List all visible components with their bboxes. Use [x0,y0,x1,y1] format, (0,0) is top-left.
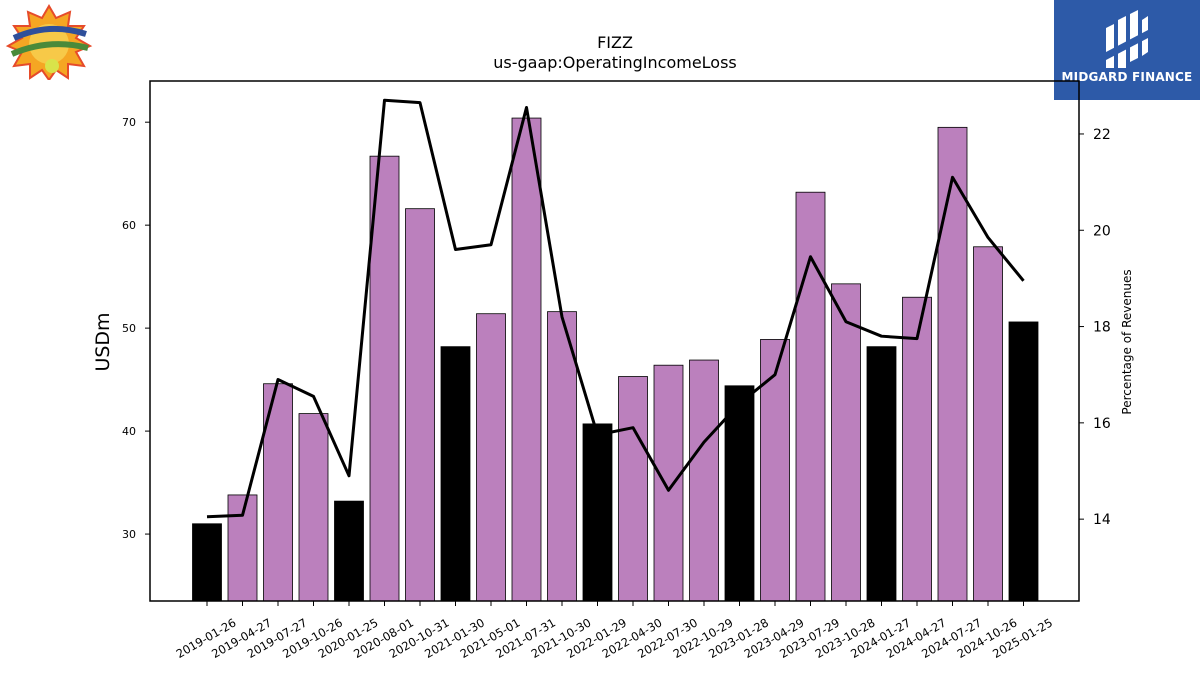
bar-2023-01-28 [724,385,755,602]
y2-tick-label: 18 [1093,320,1111,336]
bar-2024-01-27 [866,346,897,602]
bar-2019-10-26 [298,413,329,602]
y-tick-label: 60 [122,219,136,232]
plot-frame [149,80,1080,602]
y-tick-label: 70 [122,116,136,129]
y-tick-label: 50 [122,322,136,335]
chart-title: FIZZ [597,33,633,52]
y2-axis-label: Percentage of Revenues [1120,269,1134,414]
bar-2024-07-27 [937,126,968,602]
bar-2023-10-28 [831,283,861,602]
bar-2020-10-31 [405,208,435,602]
national-beverage-logo [4,4,94,82]
y-tick-label: 30 [122,528,136,541]
y2-tick-label: 20 [1093,223,1111,239]
bar-2021-05-01 [476,313,506,602]
y-tick-label: 40 [122,425,136,438]
midgard-finance-text: MIDGARD FINANCE [1061,70,1193,84]
bar-2020-08-01 [369,155,400,602]
bar-2022-04-30 [618,376,648,602]
bar-2025-01-25 [1008,321,1039,602]
bar-2019-01-26 [192,523,222,602]
y2-tick-label: 16 [1093,416,1111,432]
bar-2023-07-29 [795,191,826,602]
bar-2022-10-29 [689,359,719,602]
y-axis-label: USDm [92,312,114,371]
bar-2023-04-29 [760,339,790,602]
midgard-finance-logo: MIDGARD FINANCE [1054,0,1200,100]
bar-2024-04-27 [902,296,932,602]
y2-tick-label: 14 [1093,512,1111,528]
bar-2022-07-30 [653,364,684,602]
bar-2024-10-26 [973,246,1003,602]
chart-subtitle: us-gaap:OperatingIncomeLoss [493,53,737,72]
bar-2020-01-25 [334,500,364,602]
percentage-line [206,98,1025,519]
bar-2021-07-31 [511,117,542,602]
bar-2021-01-30 [440,346,471,602]
y2-tick-label: 22 [1093,127,1111,143]
bar-2022-01-29 [582,423,613,602]
